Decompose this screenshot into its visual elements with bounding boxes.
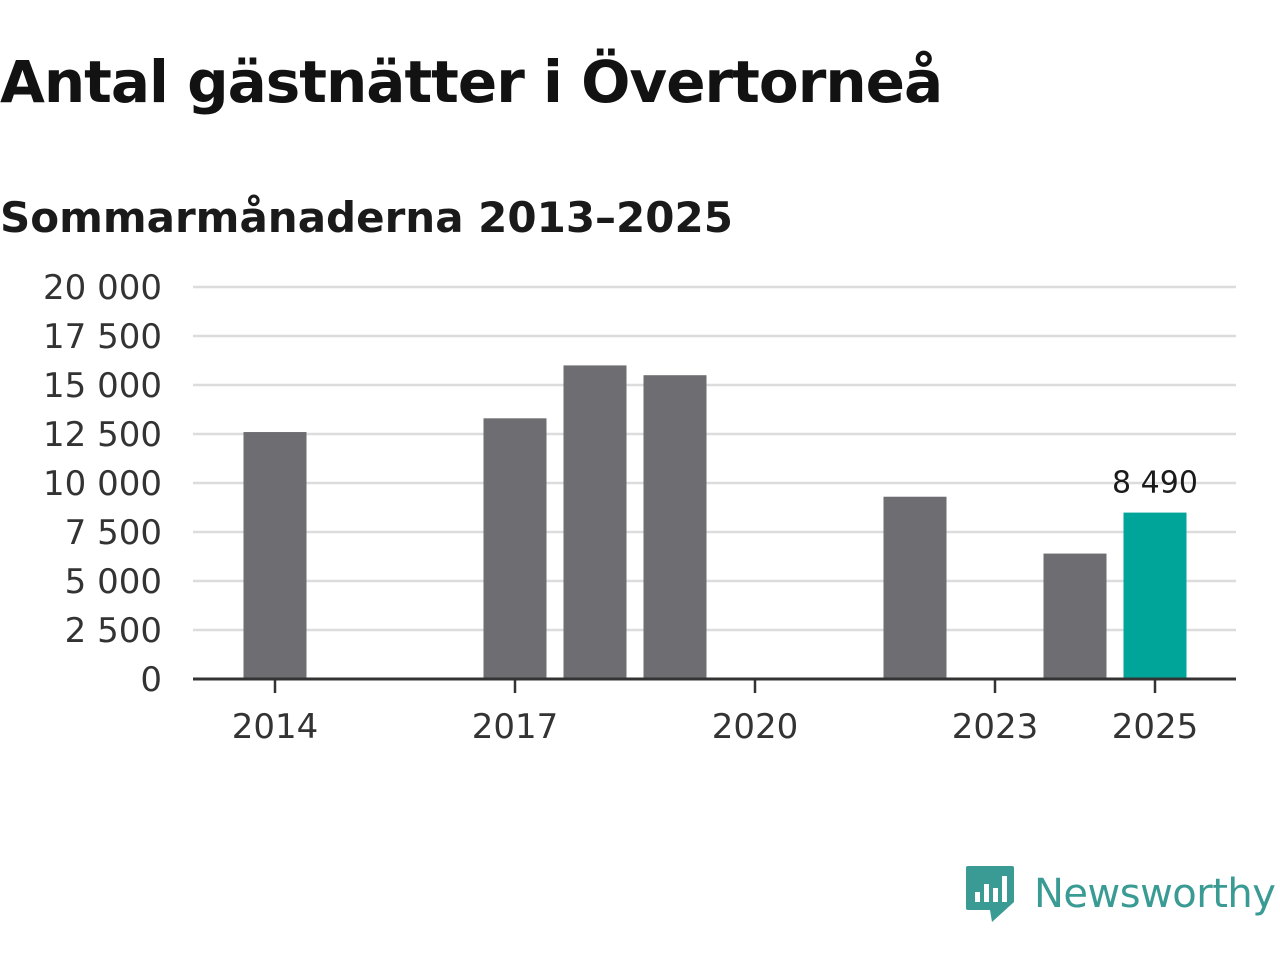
y-tick-label: 7 500 bbox=[65, 513, 162, 553]
bar-2018 bbox=[563, 365, 627, 679]
y-tick-label: 20 000 bbox=[43, 268, 162, 308]
y-tick-label: 12 500 bbox=[43, 415, 162, 455]
x-axis: 2014 2017 2020 2023 2025 bbox=[193, 677, 1236, 747]
chart-subtitle: Sommarmånaderna 2013–2025 bbox=[0, 193, 733, 242]
x-tick-label: 2023 bbox=[952, 707, 1039, 747]
bar-2024 bbox=[1043, 553, 1107, 679]
chart-title: Antal gästnätter i Övertorneå bbox=[0, 48, 943, 116]
y-tick-label: 5 000 bbox=[65, 562, 162, 602]
bar-2019 bbox=[643, 375, 707, 679]
x-tick-label: 2014 bbox=[232, 707, 319, 747]
newsworthy-logo: Newsworthy bbox=[964, 864, 1276, 924]
y-tick-label: 17 500 bbox=[43, 317, 162, 357]
y-tick-label: 10 000 bbox=[43, 464, 162, 504]
bar-2022 bbox=[883, 496, 947, 679]
bars bbox=[243, 365, 1187, 679]
x-tick-label: 2017 bbox=[472, 707, 559, 747]
bar-2025 bbox=[1123, 512, 1187, 679]
data-label-2025: 8 490 bbox=[1112, 466, 1198, 501]
gridlines bbox=[193, 285, 1236, 632]
newsworthy-logo-icon bbox=[966, 866, 1014, 922]
y-tick-label: 15 000 bbox=[43, 366, 162, 406]
brand-name: Newsworthy bbox=[1034, 871, 1276, 917]
data-labels: 8 490 bbox=[1112, 466, 1198, 501]
bar-2014 bbox=[243, 432, 307, 679]
y-axis-tick-labels: 0 2 500 5 000 7 500 10 000 12 500 15 000 17 500… bbox=[43, 268, 162, 700]
x-tick-label: 2020 bbox=[712, 707, 799, 747]
y-tick-label: 2 500 bbox=[65, 611, 162, 651]
x-tick-label: 2025 bbox=[1112, 707, 1199, 747]
bar-2017 bbox=[483, 418, 547, 679]
y-tick-label: 0 bbox=[140, 660, 162, 700]
